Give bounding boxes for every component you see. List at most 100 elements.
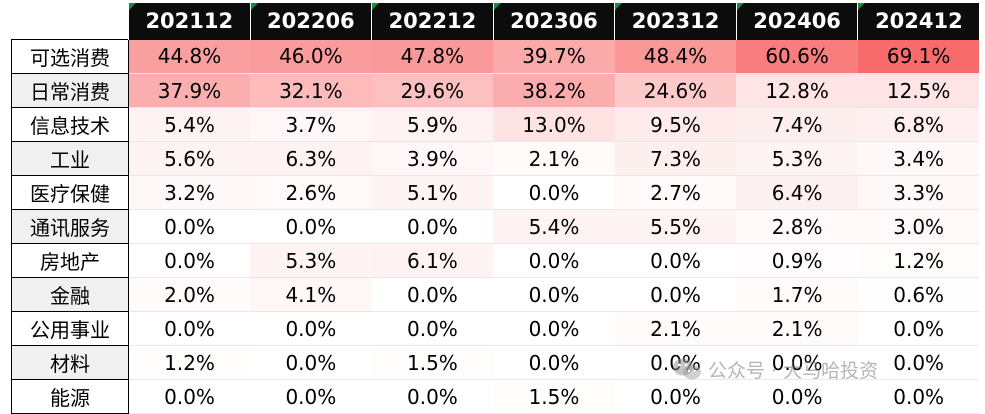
value-cell: 0.0% <box>614 277 737 312</box>
value-cell: 0.0% <box>614 243 737 278</box>
value-cell: 6.8% <box>857 107 980 142</box>
value-cell: 0.0% <box>493 311 615 346</box>
value-cell: 9.5% <box>614 107 737 142</box>
row-label: 可选消费 <box>11 39 129 74</box>
table-row: 能源 0.0% 0.0% 0.0% 1.5% 0.0% 0.0% 0.0% <box>11 379 980 414</box>
value-cell: 0.0% <box>371 209 494 244</box>
value-cell: 37.9% <box>128 73 251 108</box>
row-label: 金融 <box>11 277 129 312</box>
value-cell: 1.2% <box>857 243 980 278</box>
row-label: 通讯服务 <box>11 209 129 244</box>
row-label: 日常消费 <box>11 73 129 108</box>
comment-marker-icon <box>615 3 623 10</box>
column-header: 202112 <box>128 3 251 40</box>
value-cell: 13.0% <box>493 107 615 142</box>
value-cell: 0.0% <box>250 209 372 244</box>
value-cell: 3.4% <box>857 141 980 176</box>
allocation-table-frame: 202112 202206 202212 202306 202312 202406 2024… <box>11 3 980 414</box>
table-row: 可选消费 44.8% 46.0% 47.8% 39.7% 48.4% 60.6% 69.1% <box>11 39 980 74</box>
value-cell: 5.4% <box>128 107 251 142</box>
column-header: 202212 <box>371 3 494 40</box>
value-cell: 3.0% <box>857 209 980 244</box>
column-header-label: 202312 <box>631 9 720 34</box>
value-cell: 69.1% <box>857 39 980 74</box>
column-header-label: 202306 <box>510 9 598 34</box>
value-cell: 0.0% <box>614 345 737 380</box>
value-cell: 3.9% <box>371 141 494 176</box>
corner-cell <box>11 3 129 40</box>
value-cell: 5.5% <box>614 209 737 244</box>
value-cell: 39.7% <box>493 39 615 74</box>
table-row: 房地产 0.0% 5.3% 6.1% 0.0% 0.0% 0.9% 1.2% <box>11 243 980 278</box>
column-header-label: 202206 <box>267 9 355 34</box>
value-cell: 0.6% <box>857 277 980 312</box>
value-cell: 0.0% <box>250 345 372 380</box>
value-cell: 2.1% <box>614 311 737 346</box>
column-header-label: 202406 <box>753 9 841 34</box>
value-cell: 5.6% <box>128 141 251 176</box>
comment-marker-icon <box>494 3 501 10</box>
value-cell: 0.0% <box>493 243 615 278</box>
comment-marker-icon <box>858 3 866 10</box>
column-header-label: 202212 <box>388 9 477 34</box>
value-cell: 0.0% <box>128 209 251 244</box>
value-cell: 3.2% <box>128 175 251 210</box>
value-cell: 5.4% <box>493 209 615 244</box>
value-cell: 12.5% <box>857 73 980 108</box>
value-cell: 44.8% <box>128 39 251 74</box>
value-cell: 12.8% <box>736 73 858 108</box>
value-cell: 3.3% <box>857 175 980 210</box>
row-label: 公用事业 <box>11 311 129 346</box>
value-cell: 5.9% <box>371 107 494 142</box>
value-cell: 6.1% <box>371 243 494 278</box>
value-cell: 2.7% <box>614 175 737 210</box>
column-header: 202306 <box>492 3 615 40</box>
value-cell: 0.0% <box>128 311 251 346</box>
table-row: 医疗保健 3.2% 2.6% 5.1% 0.0% 2.7% 6.4% 3.3% <box>11 175 980 210</box>
value-cell: 2.0% <box>128 277 251 312</box>
value-cell: 0.0% <box>493 345 615 380</box>
value-cell: 3.7% <box>250 107 372 142</box>
value-cell: 0.0% <box>857 379 980 414</box>
value-cell: 0.0% <box>857 345 980 380</box>
row-label: 能源 <box>11 379 129 414</box>
value-cell: 5.3% <box>736 141 858 176</box>
value-cell: 0.0% <box>614 379 737 414</box>
value-cell: 47.8% <box>371 39 494 74</box>
value-cell: 6.3% <box>250 141 372 176</box>
value-cell: 0.0% <box>736 379 858 414</box>
value-cell: 24.6% <box>614 73 737 108</box>
row-label: 工业 <box>11 141 129 176</box>
value-cell: 29.6% <box>371 73 494 108</box>
column-header: 202312 <box>614 3 737 40</box>
value-cell: 2.8% <box>736 209 858 244</box>
value-cell: 0.0% <box>371 379 494 414</box>
value-cell: 0.0% <box>250 379 372 414</box>
value-cell: 38.2% <box>493 73 615 108</box>
value-cell: 6.4% <box>736 175 858 210</box>
header-row: 202112 202206 202212 202306 202312 202406 2024… <box>11 3 980 40</box>
value-cell: 4.1% <box>250 277 372 312</box>
column-header: 202206 <box>249 3 372 40</box>
comment-marker-icon <box>372 3 380 10</box>
table-body: 可选消费 44.8% 46.0% 47.8% 39.7% 48.4% 60.6% 69.1% 日… <box>11 39 980 414</box>
sector-allocation-table: 202112 202206 202212 202306 202312 202406 2024… <box>11 3 980 414</box>
value-cell: 2.1% <box>736 311 858 346</box>
row-label: 房地产 <box>11 243 129 278</box>
table-row: 信息技术 5.4% 3.7% 5.9% 13.0% 9.5% 7.4% 6.8% <box>11 107 980 142</box>
row-label: 医疗保健 <box>11 175 129 210</box>
table-row: 公用事业 0.0% 0.0% 0.0% 0.0% 2.1% 2.1% 0.0% <box>11 311 980 346</box>
table-row: 金融 2.0% 4.1% 0.0% 0.0% 0.0% 1.7% 0.6% <box>11 277 980 312</box>
value-cell: 0.0% <box>493 175 615 210</box>
comment-marker-icon <box>251 3 258 10</box>
value-cell: 0.0% <box>128 243 251 278</box>
value-cell: 0.0% <box>736 345 858 380</box>
value-cell: 46.0% <box>250 39 372 74</box>
table-row: 日常消费 37.9% 32.1% 29.6% 38.2% 24.6% 12.8% 12.5% <box>11 73 980 108</box>
value-cell: 7.3% <box>614 141 737 176</box>
value-cell: 1.5% <box>493 379 615 414</box>
value-cell: 0.0% <box>371 311 494 346</box>
value-cell: 32.1% <box>250 73 372 108</box>
column-header-label: 202412 <box>875 9 963 34</box>
value-cell: 5.3% <box>250 243 372 278</box>
